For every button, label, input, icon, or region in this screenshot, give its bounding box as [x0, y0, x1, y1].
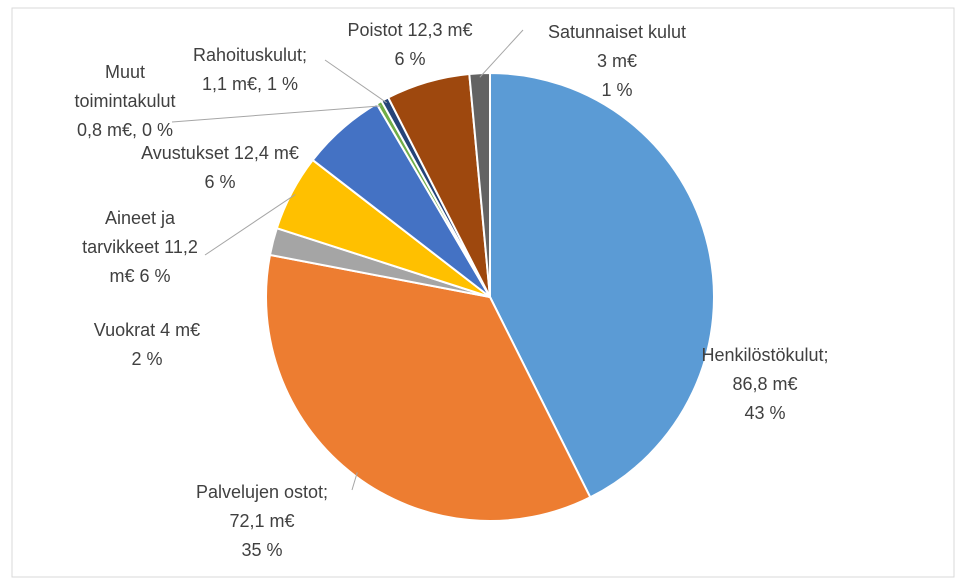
data-label: Aineet ja	[105, 208, 176, 228]
data-label: 6 %	[204, 172, 235, 192]
data-label: Muut	[105, 62, 145, 82]
data-label: Rahoituskulut;	[193, 45, 307, 65]
pie-slice	[489, 71, 715, 499]
data-label: Vuokrat 4 m€	[94, 320, 200, 340]
leader-line	[351, 472, 358, 491]
pie-slice	[468, 71, 491, 298]
data-label: toimintakulut	[74, 91, 175, 111]
data-label: Poistot 12,3 m€	[347, 20, 472, 40]
data-label: 0,8 m€, 0 %	[77, 120, 173, 140]
data-label: 43 %	[744, 403, 785, 423]
data-label: m€ 6 %	[109, 266, 170, 286]
data-label: Henkilöstökulut;	[701, 345, 828, 365]
leader-line	[204, 194, 296, 256]
pie-slice	[265, 253, 592, 522]
data-label: 1 %	[601, 80, 632, 100]
data-label: 1,1 m€, 1 %	[202, 74, 298, 94]
data-label: Satunnaiset kulut	[548, 22, 686, 42]
data-label: Palvelujen ostot;	[196, 482, 328, 502]
data-label: 86,8 m€	[732, 374, 797, 394]
data-label: 2 %	[131, 349, 162, 369]
data-label: 6 %	[394, 49, 425, 69]
leader-line	[171, 105, 382, 123]
data-label: Avustukset 12,4 m€	[141, 143, 299, 163]
data-label: 72,1 m€	[229, 511, 294, 531]
data-label: tarvikkeet 11,2	[82, 237, 198, 257]
data-label: 35 %	[241, 540, 282, 560]
data-label: 3 m€	[597, 51, 637, 71]
leader-line	[479, 29, 524, 78]
leader-line	[324, 59, 387, 104]
